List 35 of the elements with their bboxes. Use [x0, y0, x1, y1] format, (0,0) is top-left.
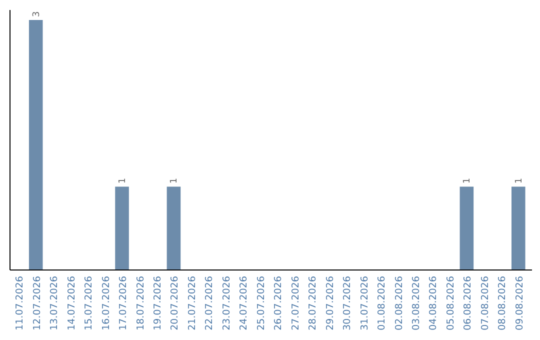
x-tick-label: 03.08.2026	[410, 276, 422, 330]
x-tick-label: 04.08.2026	[428, 276, 440, 330]
x-tick-label: 30.07.2026	[342, 276, 354, 330]
x-tick-label: 08.08.2026	[497, 276, 508, 330]
x-tick-label: 23.07.2026	[221, 276, 232, 330]
x-tick-label: 19.07.2026	[152, 276, 164, 330]
x-tick-label: 02.08.2026	[394, 276, 405, 330]
x-tick-label: 17.07.2026	[118, 276, 130, 330]
data-label: 3	[32, 11, 42, 17]
x-tick-label: 28.07.2026	[308, 276, 319, 330]
x-tick-label: 06.08.2026	[462, 276, 474, 330]
x-tick-label: 26.07.2026	[273, 276, 284, 330]
data-label: 1	[514, 178, 524, 184]
data-label: 1	[118, 178, 128, 184]
x-tick-label: 13.07.2026	[49, 276, 60, 330]
x-tick-label: 25.07.2026	[256, 276, 267, 330]
x-tick-label: 20.07.2026	[170, 276, 181, 330]
x-tick-label: 21.07.2026	[186, 276, 198, 330]
data-label: 1	[170, 178, 180, 184]
x-tick-label: 24.07.2026	[238, 276, 250, 330]
x-tick-label: 05.08.2026	[445, 276, 456, 330]
x-tick-label: 31.07.2026	[359, 276, 370, 330]
x-tick-label: 12.07.2026	[32, 276, 43, 330]
x-tick-label: 22.07.2026	[204, 276, 216, 330]
x-tick-label: 18.07.2026	[135, 276, 146, 330]
x-tick-label: 07.08.2026	[480, 276, 491, 330]
x-tick-label: 01.08.2026	[376, 276, 388, 330]
x-tick-label: 14.07.2026	[66, 276, 78, 330]
x-tick-label: 11.07.2026	[14, 276, 26, 330]
x-tick-label: 09.08.2026	[514, 276, 526, 330]
x-tick-label: 29.07.2026	[324, 276, 336, 330]
x-tick-label: 16.07.2026	[100, 276, 112, 330]
x-tick-label: 15.07.2026	[84, 276, 95, 330]
data-label: 1	[462, 178, 473, 184]
x-tick-label: 27.07.2026	[290, 276, 302, 330]
